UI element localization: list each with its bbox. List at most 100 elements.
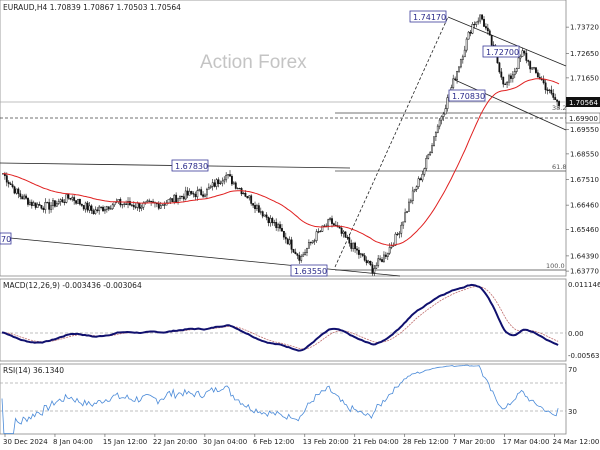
candle-body [248, 195, 251, 199]
candle-body [107, 206, 110, 210]
candle-body [467, 31, 470, 40]
candle-body [275, 222, 278, 228]
candle-body [73, 197, 76, 201]
candle-body [406, 211, 408, 214]
candle-body [173, 194, 176, 203]
candle-body [506, 81, 509, 85]
watermark: Action Forex [200, 52, 307, 73]
candle-body [277, 224, 280, 228]
candle-body [159, 205, 162, 209]
candle-body [46, 202, 49, 204]
candle-body [340, 227, 343, 234]
candle-body [98, 206, 101, 212]
macd-pane-frame [0, 278, 567, 362]
candle-body [40, 205, 43, 209]
candle-body [513, 71, 516, 76]
candle-body [438, 119, 441, 127]
time-axis-label: 13 Feb 20:00 [303, 438, 349, 446]
macd-tick-top: 0.011146 [568, 281, 600, 289]
candle-body [250, 195, 253, 204]
candle-body [386, 252, 389, 257]
candle-body [452, 78, 455, 88]
candle-body [442, 113, 445, 117]
candle-body [477, 20, 480, 23]
price-tick-label: 1.69550 [570, 126, 599, 134]
candle-body [486, 27, 489, 32]
candle-body [427, 154, 430, 159]
candle-body [271, 218, 274, 224]
rsi-line [1, 364, 559, 434]
candle-body [454, 78, 457, 80]
candle-body [175, 194, 178, 203]
candle-body [202, 194, 204, 197]
candle-body [11, 184, 14, 188]
fib-dashed-swing-line [334, 16, 449, 268]
candle-body [256, 205, 258, 210]
candle-body [188, 191, 191, 196]
candle-body [404, 212, 407, 223]
candle-body [148, 200, 151, 202]
candle-body [371, 264, 374, 273]
time-axis-label: 6 Feb 12:00 [253, 438, 294, 446]
candle-body [171, 198, 174, 203]
candle-body [319, 231, 322, 233]
level-price-tag: 1.69900 [565, 112, 600, 124]
candle-body [348, 237, 351, 244]
macd-signal-line [2, 286, 559, 350]
candle-body [234, 182, 237, 189]
candle-body [379, 258, 382, 260]
candle-body [302, 254, 305, 257]
candle-body [123, 203, 126, 205]
annotation-mid-high: 1.67830 [171, 159, 209, 172]
candle-body [398, 232, 401, 235]
candle-body [292, 249, 295, 253]
annotation-high-1: 1.74170 [409, 10, 447, 23]
candle-body [96, 209, 99, 212]
candle-body [556, 99, 559, 102]
annotation-low-1: 1.70830 [448, 89, 486, 102]
candle-body [544, 82, 547, 91]
candle-body [417, 178, 420, 187]
candle-body [396, 233, 399, 235]
candle-body [190, 191, 193, 194]
candle-body [356, 248, 358, 251]
candle-body [182, 196, 185, 200]
candle-body [186, 190, 189, 196]
candle-body [282, 231, 285, 238]
time-axis-label: 30 Jan 04:00 [203, 438, 247, 446]
candle-body [200, 189, 203, 195]
candle-body [244, 192, 247, 197]
candle-body [354, 242, 357, 250]
candle-body [475, 21, 478, 25]
candle-body [381, 259, 383, 262]
candle-body [434, 132, 437, 137]
candle-body [431, 145, 433, 153]
candle-body [313, 240, 316, 242]
candle-body [536, 72, 539, 78]
candle-body [79, 199, 81, 205]
candle-body [440, 116, 443, 121]
candle-body [294, 251, 297, 254]
candle-body [231, 175, 233, 185]
candle-body [252, 203, 255, 206]
candle-body [84, 202, 87, 210]
candle-body [383, 254, 385, 262]
candle-body [279, 224, 281, 229]
candle-body [394, 233, 397, 246]
candle-body [259, 211, 262, 213]
annotation-left-cut: 70 [0, 232, 12, 245]
candle-body [296, 253, 299, 256]
candle-body [281, 228, 283, 232]
candle-body [517, 57, 520, 69]
candle-body [419, 178, 422, 181]
price-tick-label: 1.65460 [570, 226, 599, 234]
candle-body [42, 208, 45, 210]
candle-body [217, 179, 220, 184]
candle-body [134, 206, 137, 208]
candle-body [15, 188, 18, 194]
annotation-low-2: 1.63550 [290, 264, 328, 277]
candle-body [465, 38, 468, 51]
candle-body [558, 101, 560, 106]
